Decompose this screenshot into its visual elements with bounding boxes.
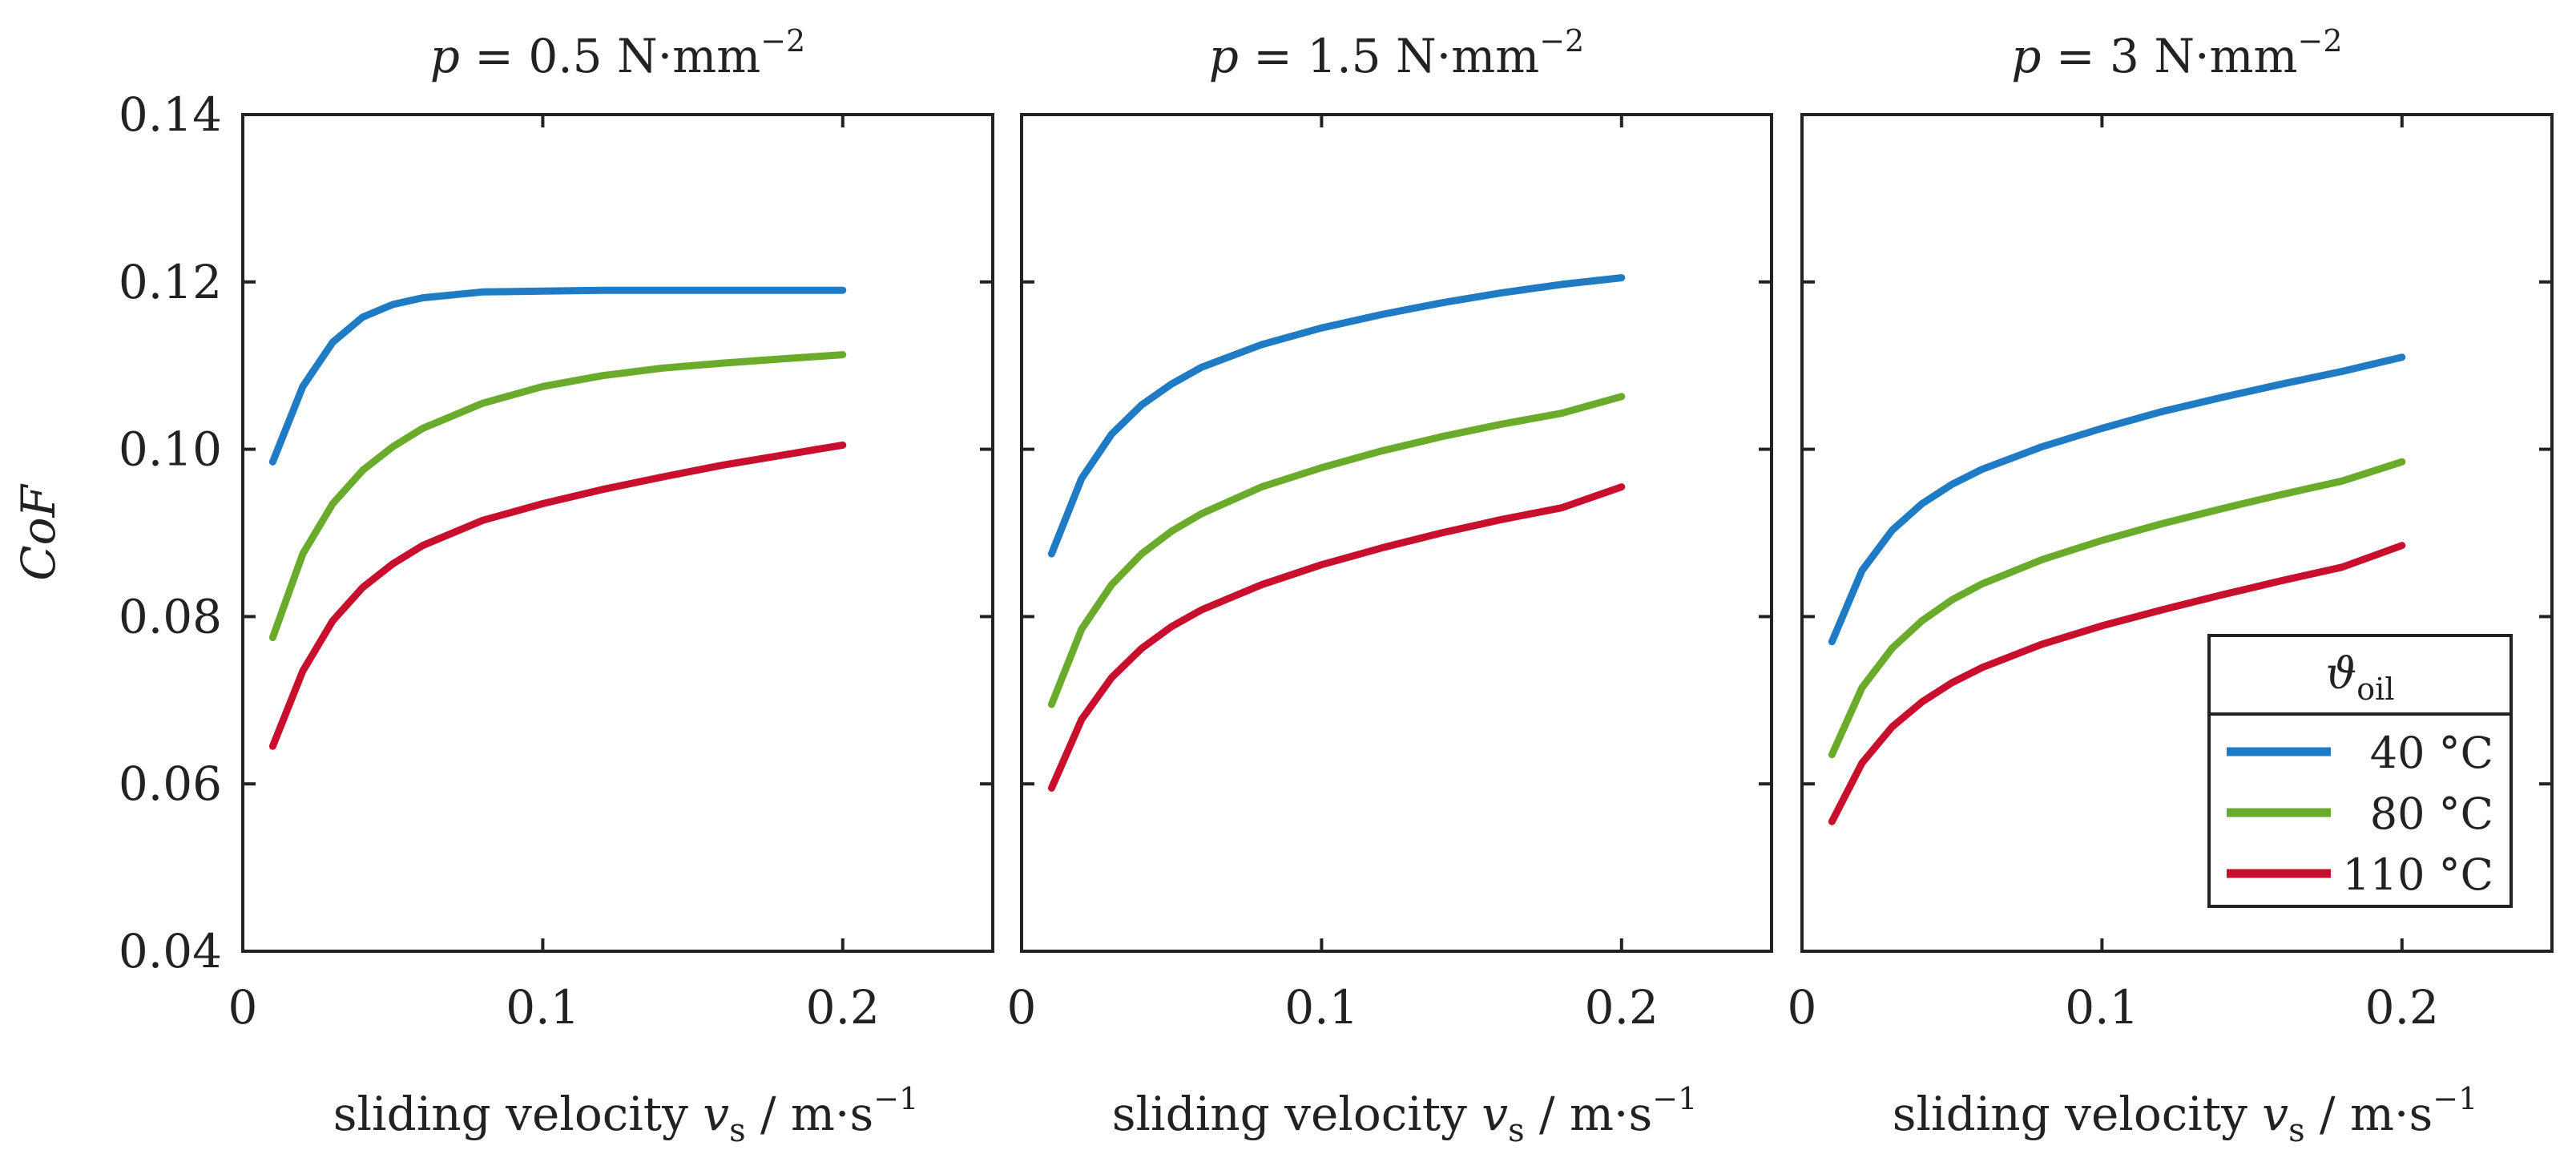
panel-3: p = 3 N·mm−2 0 0.1 0.2 sliding velocity vs /…: [1788, 23, 2554, 1149]
plot-frame: [241, 113, 994, 953]
y-tick-label: 0.04: [119, 924, 222, 978]
y-axis-label: CoF: [11, 483, 66, 580]
x-tick-label: 0: [1788, 980, 1817, 1035]
x-tick-label: 0: [228, 980, 258, 1035]
panel-title: p = 1.5 N·mm−2: [1209, 23, 1585, 83]
legend-label: 40 °C: [2370, 728, 2493, 778]
series-line-40c: [1047, 274, 1626, 558]
series-line-80c: [1828, 458, 2406, 759]
legend-box: [2207, 634, 2513, 908]
series-line-110c: [1828, 542, 2406, 825]
x-axis-label: sliding velocity vs / m·s−1: [333, 1081, 919, 1149]
y-tick-label: 0.08: [119, 589, 222, 644]
y-tick-label: 0.10: [119, 422, 222, 477]
x-tick-label: 0: [1007, 980, 1037, 1035]
legend-title: ϑoil: [2326, 648, 2395, 707]
plot-frame: [1020, 113, 1773, 953]
legend-label: 110 °C: [2342, 849, 2493, 900]
series-line-110c: [1047, 483, 1626, 792]
x-tick-label: 0.2: [1585, 980, 1659, 1035]
x-tick-label: 0.1: [2065, 980, 2139, 1035]
series-line-110c: [268, 441, 847, 750]
panel-title: p = 3 N·mm−2: [2011, 23, 2342, 83]
y-tick-label: 0.06: [119, 756, 222, 811]
x-tick-label: 0.2: [806, 980, 880, 1035]
legend-label: 80 °C: [2370, 789, 2493, 839]
y-tick-label: 0.14: [119, 87, 222, 142]
series-line-80c: [1047, 393, 1626, 708]
x-tick-label: 0.1: [506, 980, 579, 1035]
series-line-80c: [268, 351, 847, 641]
x-axis-label: sliding velocity vs / m·s−1: [1112, 1081, 1698, 1149]
panel-1: p = 0.5 N·mm−2 0 0.1 0.2 0.04 0.06 0.08 0.10 0.1…: [119, 23, 994, 1149]
legend: ϑoil 40 °C 80 °C 110 °C: [2207, 634, 2513, 908]
panel-title: p = 0.5 N·mm−2: [430, 23, 806, 83]
y-tick-label: 0.12: [119, 255, 222, 309]
series-line-40c: [268, 286, 847, 466]
panel-2: p = 1.5 N·mm−2 0 0.1 0.2 sliding velocity vs…: [1007, 23, 1773, 1149]
x-tick-label: 0.2: [2365, 980, 2439, 1035]
x-tick-label: 0.1: [1284, 980, 1358, 1035]
x-axis-label: sliding velocity vs / m·s−1: [1893, 1081, 2478, 1149]
series-line-40c: [1828, 353, 2406, 646]
plot-frame: [1800, 113, 2554, 953]
